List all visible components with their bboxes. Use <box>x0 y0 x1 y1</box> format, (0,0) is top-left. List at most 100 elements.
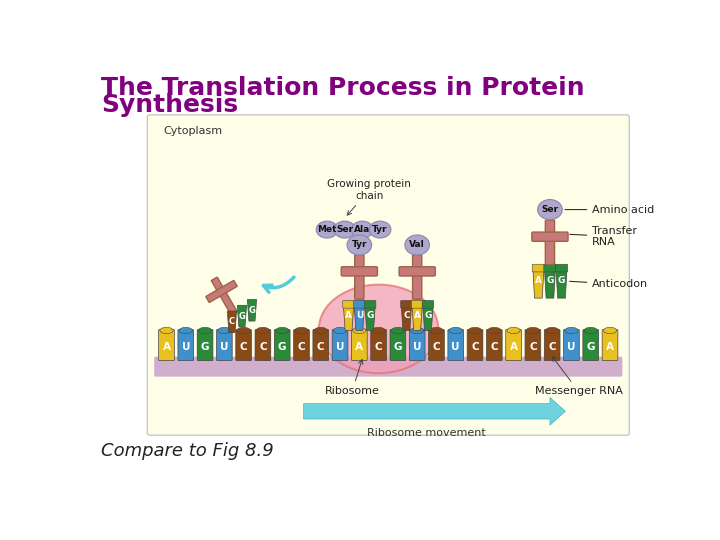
Ellipse shape <box>353 327 366 334</box>
Ellipse shape <box>276 327 289 334</box>
Text: G: G <box>394 341 402 352</box>
FancyBboxPatch shape <box>532 264 544 272</box>
Ellipse shape <box>334 221 356 238</box>
Ellipse shape <box>160 327 173 334</box>
Polygon shape <box>401 307 411 330</box>
Text: Synthesis: Synthesis <box>101 93 238 117</box>
Text: G: G <box>424 310 432 320</box>
FancyBboxPatch shape <box>148 115 629 435</box>
FancyBboxPatch shape <box>274 329 290 361</box>
Ellipse shape <box>565 327 578 334</box>
FancyBboxPatch shape <box>602 329 618 361</box>
FancyBboxPatch shape <box>399 267 436 276</box>
FancyBboxPatch shape <box>544 264 556 272</box>
Ellipse shape <box>410 327 424 334</box>
FancyBboxPatch shape <box>341 267 377 276</box>
FancyBboxPatch shape <box>351 329 367 361</box>
FancyBboxPatch shape <box>158 329 174 361</box>
Text: G: G <box>366 310 374 320</box>
Text: U: U <box>181 341 190 352</box>
FancyBboxPatch shape <box>294 329 310 361</box>
Ellipse shape <box>469 327 482 334</box>
Text: U: U <box>356 310 363 320</box>
Ellipse shape <box>333 327 346 334</box>
Text: Ser: Ser <box>541 205 559 214</box>
FancyBboxPatch shape <box>448 329 464 361</box>
Polygon shape <box>228 311 237 333</box>
Ellipse shape <box>538 200 562 220</box>
Text: A: A <box>356 341 364 352</box>
Text: C: C <box>529 341 536 352</box>
Text: Transfer
RNA: Transfer RNA <box>570 226 637 247</box>
FancyBboxPatch shape <box>343 300 354 308</box>
Ellipse shape <box>526 327 539 334</box>
FancyBboxPatch shape <box>371 329 387 361</box>
Polygon shape <box>533 271 544 298</box>
FancyBboxPatch shape <box>422 300 433 308</box>
FancyBboxPatch shape <box>197 329 213 361</box>
Ellipse shape <box>369 221 391 238</box>
Ellipse shape <box>256 327 269 334</box>
FancyBboxPatch shape <box>564 329 580 361</box>
Text: C: C <box>403 310 410 320</box>
Text: G: G <box>238 312 246 321</box>
Text: Val: Val <box>409 240 425 249</box>
FancyBboxPatch shape <box>332 329 348 361</box>
Polygon shape <box>365 307 375 330</box>
FancyBboxPatch shape <box>413 254 422 299</box>
Text: C: C <box>229 318 235 326</box>
Ellipse shape <box>449 327 462 334</box>
Text: A: A <box>414 310 420 320</box>
Text: Ribosome movement: Ribosome movement <box>367 428 486 438</box>
Ellipse shape <box>405 235 430 255</box>
Polygon shape <box>544 271 555 298</box>
FancyBboxPatch shape <box>235 329 251 361</box>
Text: A: A <box>163 341 171 352</box>
Text: U: U <box>413 341 421 352</box>
Text: C: C <box>317 341 325 352</box>
Text: The Translation Process in Protein: The Translation Process in Protein <box>101 76 585 100</box>
FancyBboxPatch shape <box>467 329 483 361</box>
Polygon shape <box>248 300 256 321</box>
Text: Ala: Ala <box>354 225 371 234</box>
FancyBboxPatch shape <box>532 232 568 241</box>
FancyBboxPatch shape <box>400 300 412 308</box>
FancyBboxPatch shape <box>583 329 598 361</box>
Text: Compare to Fig 8.9: Compare to Fig 8.9 <box>101 442 274 460</box>
Text: Ribosome: Ribosome <box>325 360 379 396</box>
Text: Anticodon: Anticodon <box>570 279 649 289</box>
Text: G: G <box>558 276 565 285</box>
Text: Amino acid: Amino acid <box>565 205 654 214</box>
FancyBboxPatch shape <box>487 329 502 361</box>
Polygon shape <box>238 305 246 327</box>
Text: G: G <box>278 341 287 352</box>
Ellipse shape <box>351 221 373 238</box>
FancyBboxPatch shape <box>410 329 425 361</box>
Polygon shape <box>354 307 364 330</box>
Text: C: C <box>549 341 556 352</box>
FancyBboxPatch shape <box>355 254 364 299</box>
FancyBboxPatch shape <box>390 329 406 361</box>
Polygon shape <box>206 280 238 302</box>
FancyBboxPatch shape <box>525 329 541 361</box>
Text: C: C <box>375 341 382 352</box>
Ellipse shape <box>316 221 338 238</box>
Text: A: A <box>606 341 614 352</box>
Text: A: A <box>535 276 542 285</box>
Text: Tyr: Tyr <box>351 240 367 249</box>
Text: C: C <box>259 341 266 352</box>
FancyBboxPatch shape <box>411 300 423 308</box>
Ellipse shape <box>372 327 385 334</box>
Ellipse shape <box>430 327 443 334</box>
Text: Ser: Ser <box>336 225 354 234</box>
Ellipse shape <box>217 327 231 334</box>
FancyBboxPatch shape <box>544 329 560 361</box>
FancyArrowPatch shape <box>264 277 294 292</box>
Polygon shape <box>211 277 238 315</box>
Text: Tyr: Tyr <box>372 225 388 234</box>
Ellipse shape <box>314 327 328 334</box>
Text: U: U <box>451 341 460 352</box>
Ellipse shape <box>179 327 192 334</box>
Text: G: G <box>546 276 554 285</box>
Ellipse shape <box>237 327 251 334</box>
